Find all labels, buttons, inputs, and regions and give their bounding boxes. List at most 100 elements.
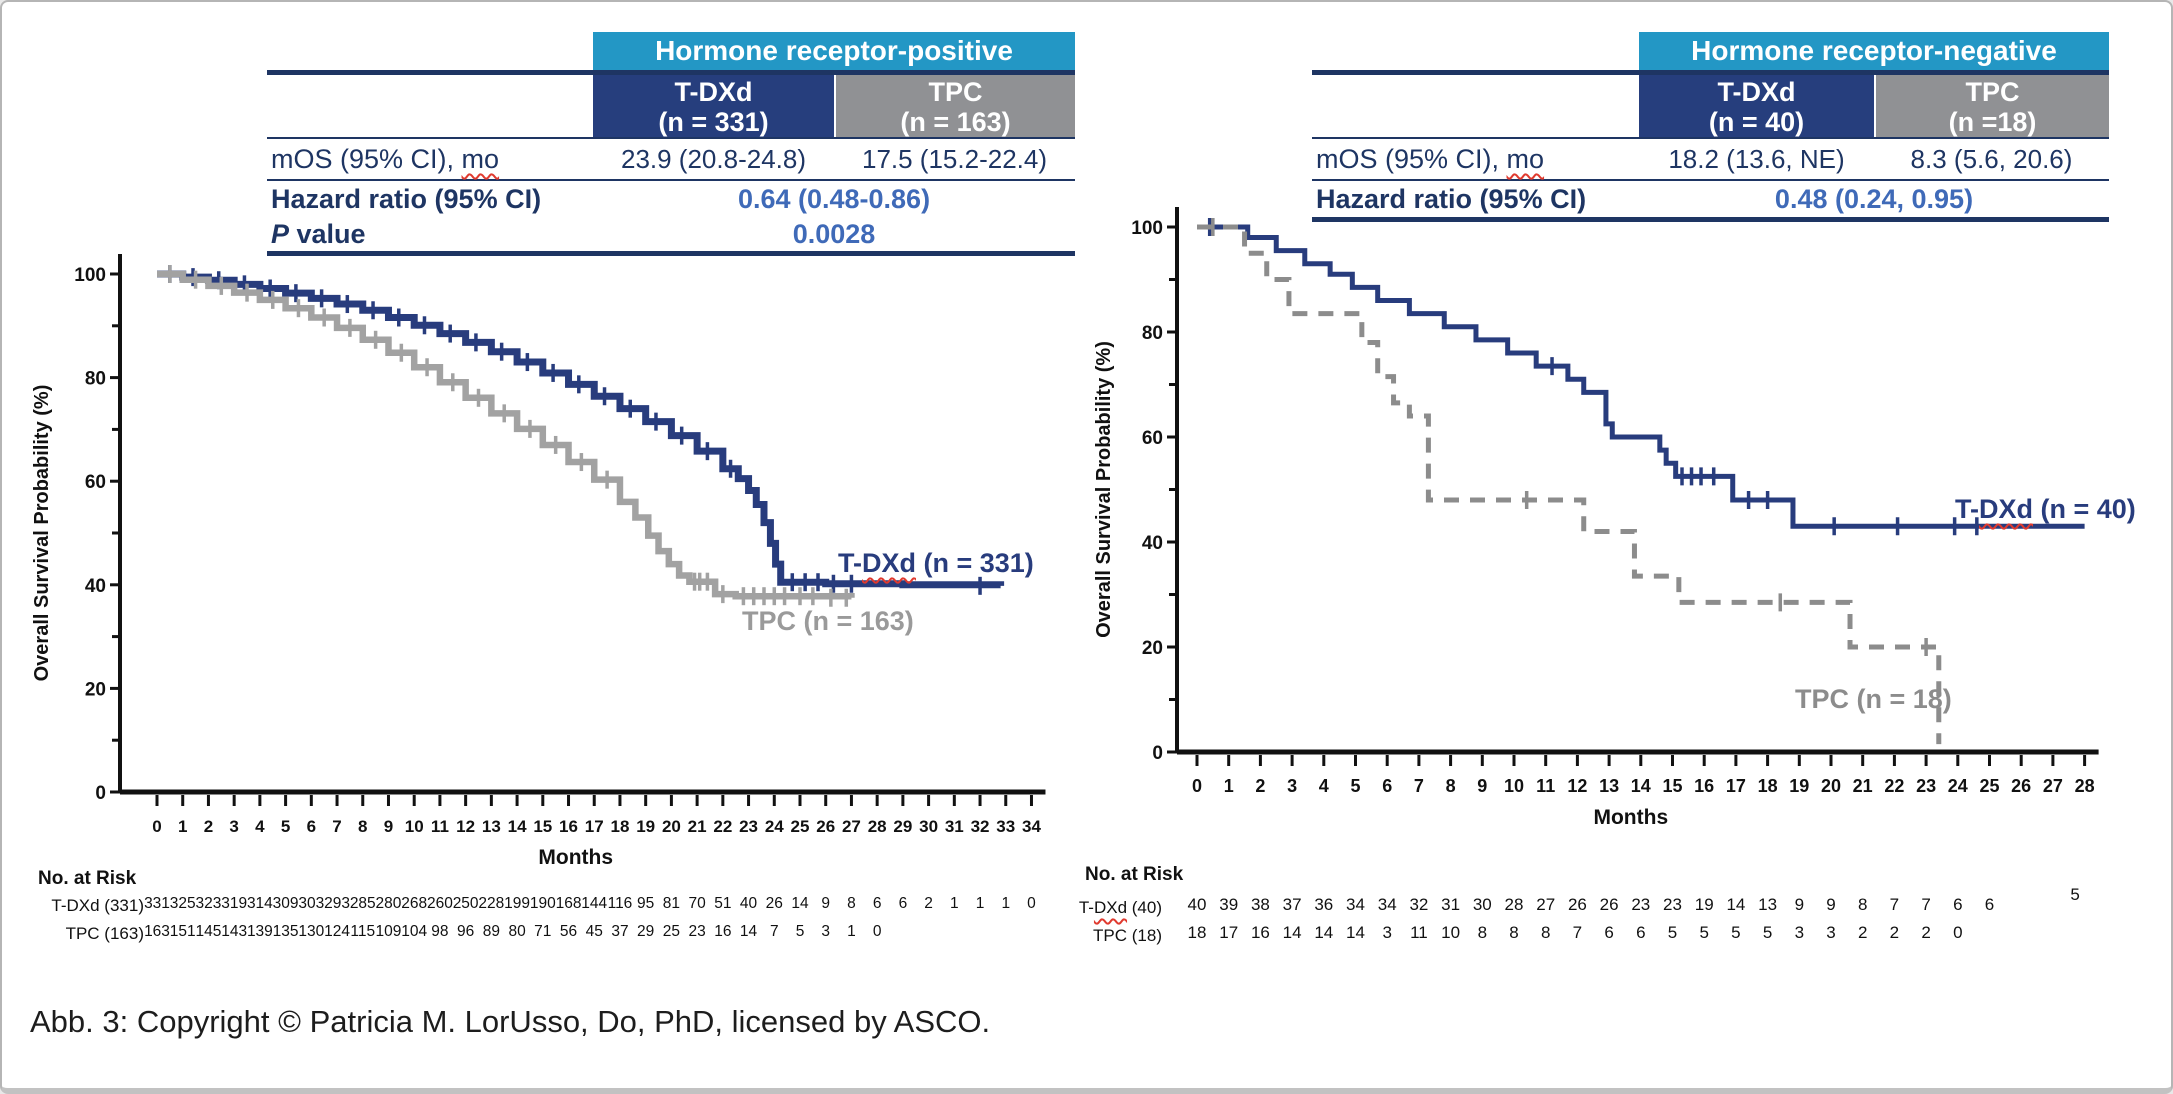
- mos-tpc-value: 8.3 (5.6, 20.6): [1910, 144, 2073, 174]
- x-tick-label: 2: [1255, 776, 1265, 796]
- tdxd-name: T-DXd: [1717, 77, 1796, 107]
- x-tick-label: 28: [868, 817, 887, 836]
- x-tick-label: 8: [358, 817, 367, 836]
- risk-count: 3: [1795, 923, 1804, 942]
- risk-count: 14: [1726, 895, 1745, 914]
- risk-count: 45: [586, 923, 603, 940]
- risk-count: 0: [1027, 895, 1036, 912]
- risk-count: 14: [791, 895, 809, 912]
- x-tick-label: 9: [384, 817, 393, 836]
- x-tick-label: 22: [1884, 776, 1904, 796]
- risk-count: 8: [1541, 923, 1550, 942]
- risk-count: 130: [298, 923, 324, 940]
- tdxd-column-header: T-DXd (n = 331): [593, 75, 834, 137]
- risk-count: 39: [1219, 895, 1238, 914]
- x-tick-label: 1: [178, 817, 187, 836]
- risk-count: 124: [324, 923, 350, 940]
- x-tick-label: 25: [1979, 776, 1999, 796]
- tpc-n: (n =18): [1948, 107, 2037, 137]
- x-tick-label: 18: [1758, 776, 1778, 796]
- x-tick-label: 17: [1726, 776, 1746, 796]
- km-curve-series: [1197, 224, 2085, 529]
- right-no-at-risk-title: No. at Risk: [1085, 864, 1184, 885]
- x-tick-label: 32: [971, 817, 990, 836]
- y-tick-label: 60: [1142, 428, 1163, 449]
- spacer-cell: [267, 75, 593, 137]
- risk-count: 2: [1890, 923, 1899, 942]
- risk-count: 18: [1188, 923, 1207, 942]
- risk-count: 9: [821, 895, 830, 912]
- risk-count: 71: [534, 923, 551, 940]
- table-rule: [1312, 70, 2109, 75]
- risk-count: 3: [1826, 923, 1835, 942]
- hazard-row-label: Hazard ratio (95% CI): [271, 184, 542, 214]
- risk-count: 13: [1758, 895, 1777, 914]
- x-tick-label: 31: [945, 817, 964, 836]
- risk-count: 32: [1409, 895, 1428, 914]
- risk-count: 5: [1731, 923, 1740, 942]
- x-tick-label: 10: [1504, 776, 1524, 796]
- x-axis-title: Months: [538, 846, 613, 869]
- risk-count: 19: [1695, 895, 1714, 914]
- risk-count: 2: [1858, 923, 1867, 942]
- x-tick-label: 12: [456, 817, 475, 836]
- risk-count: 7: [770, 923, 779, 940]
- x-tick-label: 24: [1948, 776, 1968, 796]
- risk-count: 7: [1573, 923, 1582, 942]
- x-tick-label: 4: [1319, 776, 1329, 796]
- risk-count: 3: [1382, 923, 1391, 942]
- risk-count: 7: [1890, 895, 1899, 914]
- x-tick-label: 30: [919, 817, 938, 836]
- tpc-name: TPC: [1965, 77, 2020, 107]
- risk-count: 96: [457, 923, 474, 940]
- y-tick-label: 40: [85, 576, 106, 597]
- risk-count: 37: [611, 923, 628, 940]
- x-tick-label: 7: [332, 817, 341, 836]
- x-tick-label: 18: [610, 817, 629, 836]
- y-tick-label: 0: [1152, 743, 1163, 764]
- risk-count: 16: [714, 923, 731, 940]
- risk-count: 323: [196, 895, 222, 912]
- risk-count: 163: [144, 923, 170, 940]
- risk-count: 14: [740, 923, 758, 940]
- p-value: 0.0028: [792, 219, 876, 249]
- risk-count: 293: [324, 895, 350, 912]
- tpc-column-header: TPC (n =18): [1874, 75, 2109, 137]
- x-tick-label: 3: [229, 817, 238, 836]
- risk-count: 6: [1985, 895, 1994, 914]
- risk-count: 8: [847, 895, 856, 912]
- risk-count: 139: [247, 923, 273, 940]
- hazard-ratio-value: 0.64 (0.48-0.86): [737, 184, 931, 214]
- x-tick-label: 16: [559, 817, 578, 836]
- pvalue-row-label: P value: [271, 219, 366, 249]
- left-risk-row-label-tdxd: T-DXd (331): [51, 896, 144, 915]
- x-tick-label: 11: [1536, 776, 1555, 796]
- risk-count: 9: [1826, 895, 1835, 914]
- x-tick-label: 26: [2011, 776, 2031, 796]
- x-tick-label: 1: [1224, 776, 1234, 796]
- risk-count: 3: [821, 923, 830, 940]
- x-tick-label: 28: [2075, 776, 2095, 796]
- right-tpc-curve-label: TPC (n = 18): [1795, 684, 1952, 714]
- risk-count: 30: [1473, 895, 1492, 914]
- x-tick-label: 29: [893, 817, 912, 836]
- risk-count: 331: [144, 895, 170, 912]
- tpc-n: (n = 163): [900, 107, 1011, 137]
- risk-count: 145: [196, 923, 222, 940]
- risk-count: 5: [1699, 923, 1708, 942]
- right-risk-row-label-tdxd: T-DXd (40): [1078, 898, 1162, 917]
- risk-count: 23: [688, 923, 705, 940]
- risk-count: 70: [688, 895, 706, 912]
- mos-tdxd-value: 23.9 (20.8-24.8): [620, 144, 806, 174]
- x-tick-label: 23: [1916, 776, 1936, 796]
- hr-positive-stats-table: Hormone receptor-positive T-DXd (n = 331…: [267, 32, 1075, 256]
- tdxd-column-header: T-DXd (n = 40): [1639, 75, 1874, 137]
- risk-count: 7: [1921, 895, 1930, 914]
- risk-count: 9: [1795, 895, 1804, 914]
- risk-count: 0: [873, 923, 882, 940]
- tdxd-n: (n = 331): [658, 107, 769, 137]
- risk-count: 228: [478, 895, 504, 912]
- spacer-cell: [1312, 75, 1639, 137]
- y-tick-label: 20: [1142, 638, 1163, 659]
- spacer-cell: [267, 32, 593, 70]
